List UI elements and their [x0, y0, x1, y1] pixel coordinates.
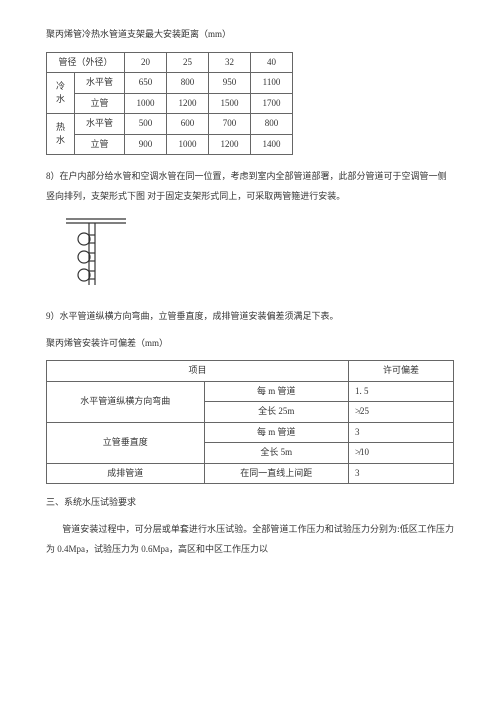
header-cell: 25 — [167, 52, 209, 73]
table-row: 冷水 水平管 650 800 950 1100 — [47, 73, 293, 94]
tol-cell: 1. 5 — [348, 381, 453, 402]
cond-cell: 全长 25m — [204, 402, 348, 423]
cond-cell: 全长 5m — [204, 443, 348, 464]
table-row: 立管 900 1000 1200 1400 — [47, 134, 293, 155]
header-cell: 32 — [209, 52, 251, 73]
value-cell: 1000 — [167, 134, 209, 155]
header-cell: 项目 — [47, 361, 349, 382]
pipe-clamp-diagram — [64, 217, 454, 294]
cond-cell: 在同一直线上间距 — [204, 463, 348, 484]
value-cell: 1500 — [209, 93, 251, 114]
table-row: 立管垂直度 每 m 管道 3 — [47, 422, 454, 443]
value-cell: 900 — [125, 134, 167, 155]
table2-title: 聚丙烯管安装许可偏差（mm） — [46, 337, 454, 351]
value-cell: 1700 — [251, 93, 293, 114]
tol-cell: ≯25 — [348, 402, 453, 423]
value-cell: 600 — [167, 114, 209, 135]
value-cell: 500 — [125, 114, 167, 135]
header-cell: 20 — [125, 52, 167, 73]
value-cell: 800 — [251, 114, 293, 135]
table-row: 水平管道纵横方向弯曲 每 m 管道 1. 5 — [47, 381, 454, 402]
value-cell: 1100 — [251, 73, 293, 94]
proj-cell: 立管垂直度 — [47, 422, 205, 463]
value-cell: 950 — [209, 73, 251, 94]
group-cell: 冷水 — [47, 73, 75, 114]
sub-cell: 水平管 — [75, 73, 125, 94]
value-cell: 1200 — [167, 93, 209, 114]
sub-cell: 水平管 — [75, 114, 125, 135]
value-cell: 1400 — [251, 134, 293, 155]
tolerance-table: 项目 许可偏差 水平管道纵横方向弯曲 每 m 管道 1. 5 全长 25m ≯2… — [46, 360, 454, 484]
sub-cell: 立管 — [75, 93, 125, 114]
paragraph-8: 8）在户内部分给水管和空调水管在同一位置，考虑到室内全部管道部署，此部分管道可于… — [46, 167, 454, 207]
tol-cell: 3 — [348, 422, 453, 443]
table-row: 热水 水平管 500 600 700 800 — [47, 114, 293, 135]
cond-cell: 每 m 管道 — [204, 422, 348, 443]
value-cell: 650 — [125, 73, 167, 94]
value-cell: 1000 — [125, 93, 167, 114]
section-3-heading: 三、系统水压试验要求 — [46, 496, 454, 510]
header-cell: 管径（外径） — [47, 52, 125, 73]
proj-cell: 成排管道 — [47, 463, 205, 484]
paragraph-final: 管道安装过程中，可分层或单套进行水压试验。全部管道工作压力和试验压力分别为:低区… — [46, 520, 454, 560]
value-cell: 1200 — [209, 134, 251, 155]
table-row: 成排管道 在同一直线上间距 3 — [47, 463, 454, 484]
table-row: 项目 许可偏差 — [47, 361, 454, 382]
proj-cell: 水平管道纵横方向弯曲 — [47, 381, 205, 422]
group-cell: 热水 — [47, 114, 75, 155]
support-spacing-table: 管径（外径） 20 25 32 40 冷水 水平管 650 800 950 11… — [46, 52, 293, 156]
table-row: 立管 1000 1200 1500 1700 — [47, 93, 293, 114]
value-cell: 800 — [167, 73, 209, 94]
sub-cell: 立管 — [75, 134, 125, 155]
tol-cell: 3 — [348, 463, 453, 484]
header-cell: 许可偏差 — [348, 361, 453, 382]
value-cell: 700 — [209, 114, 251, 135]
cond-cell: 每 m 管道 — [204, 381, 348, 402]
paragraph-9: 9）水平管道纵横方向弯曲，立管垂直度，成排管道安装偏差须满足下表。 — [46, 307, 454, 327]
table1-title: 聚丙烯管冷热水管道支架最大安装距离（mm） — [46, 28, 454, 42]
header-cell: 40 — [251, 52, 293, 73]
tol-cell: ≯10 — [348, 443, 453, 464]
table-row: 管径（外径） 20 25 32 40 — [47, 52, 293, 73]
